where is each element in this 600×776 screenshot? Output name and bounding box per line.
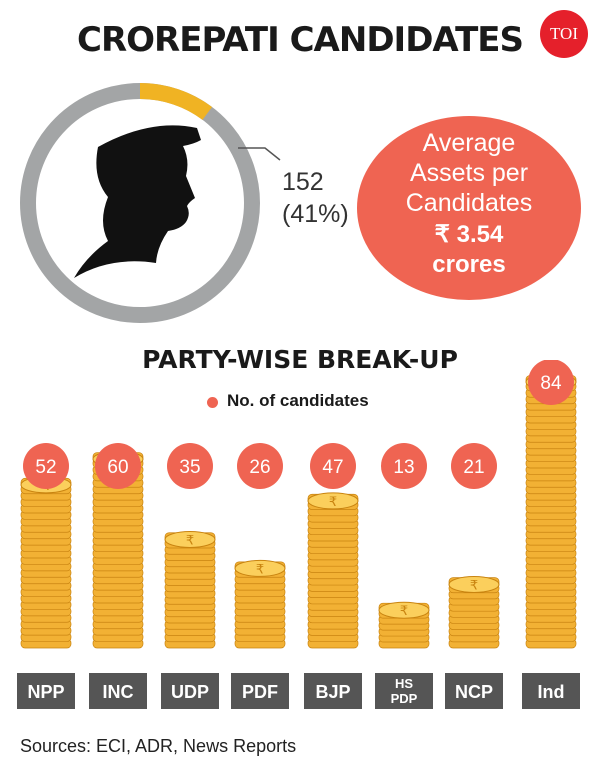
page-title: CROREPATI CANDIDATES <box>77 20 524 60</box>
crorepati-count: 152 <box>282 168 324 196</box>
category-label: PDF <box>242 682 278 702</box>
data-label: 35 <box>179 457 200 478</box>
average-assets-value: ₹ 3.54 <box>434 221 504 248</box>
legend-dot-icon <box>207 397 218 408</box>
category-label-box <box>161 673 219 709</box>
category-label: NCP <box>455 682 493 702</box>
category-label-box <box>17 673 75 709</box>
rupee-icon: ₹ <box>470 578 478 593</box>
category-label-box <box>522 673 580 709</box>
value-bubble <box>310 443 356 489</box>
donut-highlight-arc <box>20 83 260 323</box>
coin-top <box>307 492 359 510</box>
average-assets-label: Average Assets per Candidates <box>357 128 581 218</box>
category-label: NPP <box>27 682 64 702</box>
coin-top <box>448 576 500 593</box>
crorepati-donut <box>20 83 281 323</box>
category-label: HS PDP <box>391 676 418 706</box>
data-label: 26 <box>249 457 270 478</box>
data-label: 60 <box>107 457 128 478</box>
person-silhouette-icon <box>74 125 201 278</box>
value-bubble <box>167 443 213 489</box>
coin-stack-bar: ₹ <box>378 601 430 649</box>
data-label: 13 <box>393 457 414 478</box>
category-label-box <box>304 673 362 709</box>
rupee-icon: ₹ <box>400 603 408 618</box>
coin-stack-bar: ₹ <box>164 531 216 649</box>
coin-top <box>234 559 286 577</box>
rupee-icon: ₹ <box>256 561 264 576</box>
callout-line <box>238 147 281 161</box>
category-label-box <box>89 673 147 709</box>
category-label: INC <box>103 682 134 702</box>
coin-top <box>378 601 430 619</box>
value-bubble <box>23 443 69 489</box>
data-label: 21 <box>463 457 484 478</box>
data-label: 52 <box>35 457 56 478</box>
chart-title: PARTY-WISE BREAK-UP <box>142 345 458 374</box>
average-assets-bubble: Average Assets per Candidates ₹ 3.54 cro… <box>357 116 581 300</box>
value-bubble <box>237 443 283 489</box>
value-bubble <box>95 443 141 489</box>
coin-stack-bar: ₹ <box>234 559 286 649</box>
toi-logo: TOI <box>540 10 588 58</box>
coin-stack-bar: ₹ <box>525 373 577 649</box>
average-label-line: Average <box>422 129 516 157</box>
coin-stack-bar: ₹ <box>307 492 359 649</box>
value-bubble <box>528 360 574 405</box>
coin-stack-bar: ₹ <box>20 476 72 649</box>
category-label: Ind <box>538 682 565 702</box>
average-label-line: Assets per <box>409 159 529 187</box>
sources-note: Sources: ECI, ADR, News Reports <box>20 736 297 756</box>
data-label: 47 <box>322 457 343 478</box>
rupee-icon: ₹ <box>186 533 194 548</box>
legend-label: No. of candidates <box>227 391 369 410</box>
value-bubble <box>451 443 497 489</box>
value-bubble <box>381 443 427 489</box>
average-label-line: Candidates <box>405 189 533 217</box>
category-label-box <box>445 673 503 709</box>
category-label-box <box>231 673 289 709</box>
category-label: UDP <box>171 682 209 702</box>
category-label-box <box>375 673 433 709</box>
category-label: BJP <box>315 682 350 702</box>
rupee-icon: ₹ <box>329 494 337 509</box>
coin-top <box>164 531 216 548</box>
data-label: 84 <box>540 373 562 394</box>
coin-stack-bar: ₹ <box>448 576 500 649</box>
crorepati-share: (41%) <box>282 200 349 228</box>
average-assets-unit: crores <box>432 251 506 278</box>
